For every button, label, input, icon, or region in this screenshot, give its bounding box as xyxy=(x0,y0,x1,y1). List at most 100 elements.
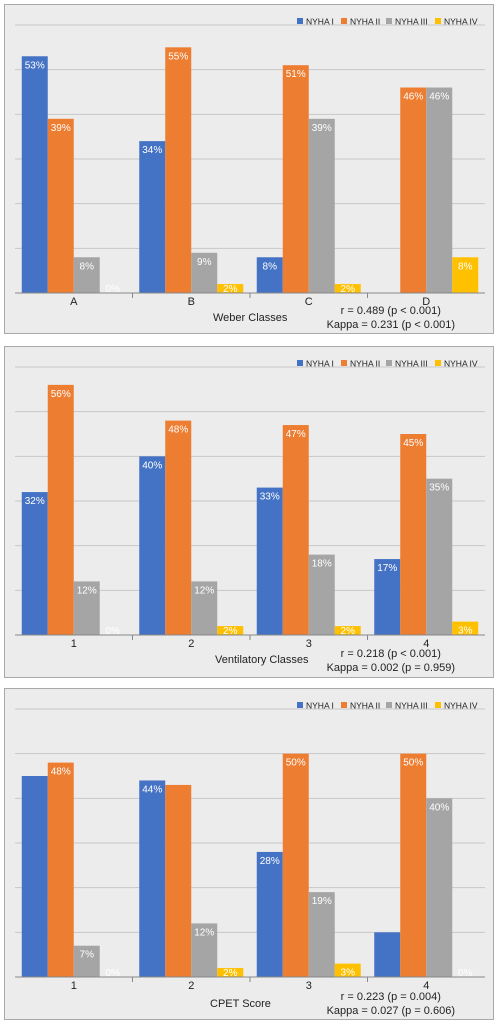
data-label: 34% xyxy=(142,145,162,156)
data-label: 40% xyxy=(429,802,449,813)
data-label: 2% xyxy=(223,284,238,295)
x-tick-label: 4 xyxy=(423,638,429,650)
legend-label: NYHA I xyxy=(306,701,334,711)
x-tick-label: B xyxy=(188,296,195,308)
bar-nyha-iii xyxy=(73,257,100,293)
bar-nyha-i xyxy=(256,257,283,293)
legend-label: NYHA III xyxy=(395,359,428,369)
bar-nyha-i xyxy=(374,932,401,977)
bar-nyha-i xyxy=(139,780,166,977)
legend-swatch xyxy=(297,702,303,708)
bar-nyha-i xyxy=(21,776,48,977)
chart-panel-ventilatory: 32% 56% 12% 0% 1 40% 48% 12% 2% 2 33% 47% 18% 2% 3 17% 4… xyxy=(4,346,494,678)
legend-swatch xyxy=(297,360,303,366)
data-label: 39% xyxy=(51,123,71,134)
bar-nyha-ii xyxy=(47,118,74,293)
bar-nyha-ii xyxy=(400,434,427,635)
data-label: 0% xyxy=(458,968,473,979)
data-label: 51% xyxy=(286,69,306,80)
x-tick-label: 1 xyxy=(71,980,77,992)
chart-panel-cpet: 48% 7% 0% 1 44% 12% 2% 2 28% 50% 19% 3% 3 50% 40% 0% 4 NY… xyxy=(4,688,494,1020)
legend-label: NYHA IV xyxy=(444,701,478,711)
chart-svg-weber: 53% 39% 8% 0% A 34% 55% 9% 2% B 8% 51% 39% 2% C 46% 46% 8… xyxy=(15,17,485,308)
data-label: 53% xyxy=(25,60,45,71)
data-label: 45% xyxy=(403,438,423,449)
bar-nyha-iv xyxy=(217,284,244,293)
stats-kappa: Kappa = 0.027 (p = 0.606) xyxy=(326,1005,455,1017)
bar-nyha-i xyxy=(139,141,166,293)
stats-r: r = 0.223 (p = 0.004) xyxy=(340,991,441,1003)
x-tick-label: 3 xyxy=(306,980,312,992)
legend-swatch xyxy=(386,360,392,366)
legend-swatch xyxy=(435,702,441,708)
bar-nyha-i xyxy=(21,56,48,294)
chart-panel-weber: 53% 39% 8% 0% A 34% 55% 9% 2% B 8% 51% 39% 2% C 46% 46% 8… xyxy=(4,4,494,334)
bar-nyha-ii xyxy=(47,384,74,635)
bar-nyha-ii xyxy=(165,420,192,635)
data-label: 12% xyxy=(194,927,214,938)
data-label: 17% xyxy=(377,563,397,574)
legend-swatch xyxy=(435,360,441,366)
bar-nyha-iii xyxy=(426,798,453,977)
stats-kappa: Kappa = 0.002 (p = 0.959) xyxy=(326,662,455,674)
x-tick-label: 3 xyxy=(306,638,312,650)
data-label: 19% xyxy=(312,896,332,907)
data-label: 9% xyxy=(197,257,212,268)
data-label: 55% xyxy=(168,51,188,62)
bar-nyha-ii xyxy=(282,425,309,635)
data-label: 0% xyxy=(106,626,121,637)
chart-svg-cpet: 48% 7% 0% 1 44% 12% 2% 2 28% 50% 19% 3% 3 50% 40% 0% 4 NY… xyxy=(15,701,485,992)
data-label: 2% xyxy=(341,284,356,295)
legend-label: NYHA I xyxy=(306,359,334,369)
legend-label: NYHA III xyxy=(395,701,428,711)
bar-nyha-iv xyxy=(334,284,361,293)
bar-nyha-i xyxy=(256,851,283,977)
legend-swatch xyxy=(341,360,347,366)
bar-nyha-iii xyxy=(308,892,335,977)
data-label: 8% xyxy=(263,261,278,272)
data-label: 32% xyxy=(25,496,45,507)
bar-nyha-iii xyxy=(73,945,100,977)
data-label: 56% xyxy=(51,389,71,400)
data-label: 40% xyxy=(142,460,162,471)
x-tick-label: 2 xyxy=(188,980,194,992)
bar-nyha-i xyxy=(256,487,283,635)
legend-label: NYHA II xyxy=(350,359,380,369)
legend-label: NYHA III xyxy=(395,17,428,27)
data-label: 46% xyxy=(403,92,423,103)
bar-nyha-ii xyxy=(165,47,192,294)
data-label: 12% xyxy=(77,585,97,596)
bar-nyha-ii xyxy=(165,784,192,977)
stats-annotation: r = 0.223 (p = 0.004) Kappa = 0.027 (p =… xyxy=(327,990,455,1018)
data-label: 50% xyxy=(286,758,306,769)
bar-nyha-ii xyxy=(47,762,74,977)
legend-label: NYHA I xyxy=(306,17,334,27)
legend-swatch xyxy=(386,702,392,708)
bar-nyha-iii xyxy=(426,478,453,635)
legend-label: NYHA II xyxy=(350,17,380,27)
data-label: 3% xyxy=(341,968,356,979)
x-tick-label: 2 xyxy=(188,638,194,650)
data-label: 8% xyxy=(80,261,95,272)
data-label: 28% xyxy=(260,856,280,867)
bar-nyha-iii xyxy=(191,581,218,635)
bar-nyha-iv xyxy=(452,257,479,293)
bar-nyha-iii xyxy=(426,87,453,294)
stats-kappa: Kappa = 0.231 (p < 0.001) xyxy=(326,319,455,331)
data-label: 44% xyxy=(142,784,162,795)
bar-nyha-ii xyxy=(400,87,427,294)
data-label: 12% xyxy=(194,585,214,596)
stats-annotation: r = 0.489 (p < 0.001) Kappa = 0.231 (p <… xyxy=(327,304,455,332)
legend-swatch xyxy=(297,18,303,24)
bar-nyha-iv xyxy=(334,963,361,977)
x-tick-label: 4 xyxy=(423,980,429,992)
data-label: 3% xyxy=(458,626,473,637)
stats-annotation: r = 0.218 (p < 0.001) Kappa = 0.002 (p =… xyxy=(327,647,455,675)
data-label: 7% xyxy=(80,950,95,961)
bar-nyha-ii xyxy=(282,753,309,977)
data-label: 48% xyxy=(51,767,71,778)
data-label: 47% xyxy=(286,429,306,440)
data-label: 39% xyxy=(312,123,332,134)
bar-nyha-iii xyxy=(308,118,335,293)
bar-nyha-ii xyxy=(282,65,309,293)
